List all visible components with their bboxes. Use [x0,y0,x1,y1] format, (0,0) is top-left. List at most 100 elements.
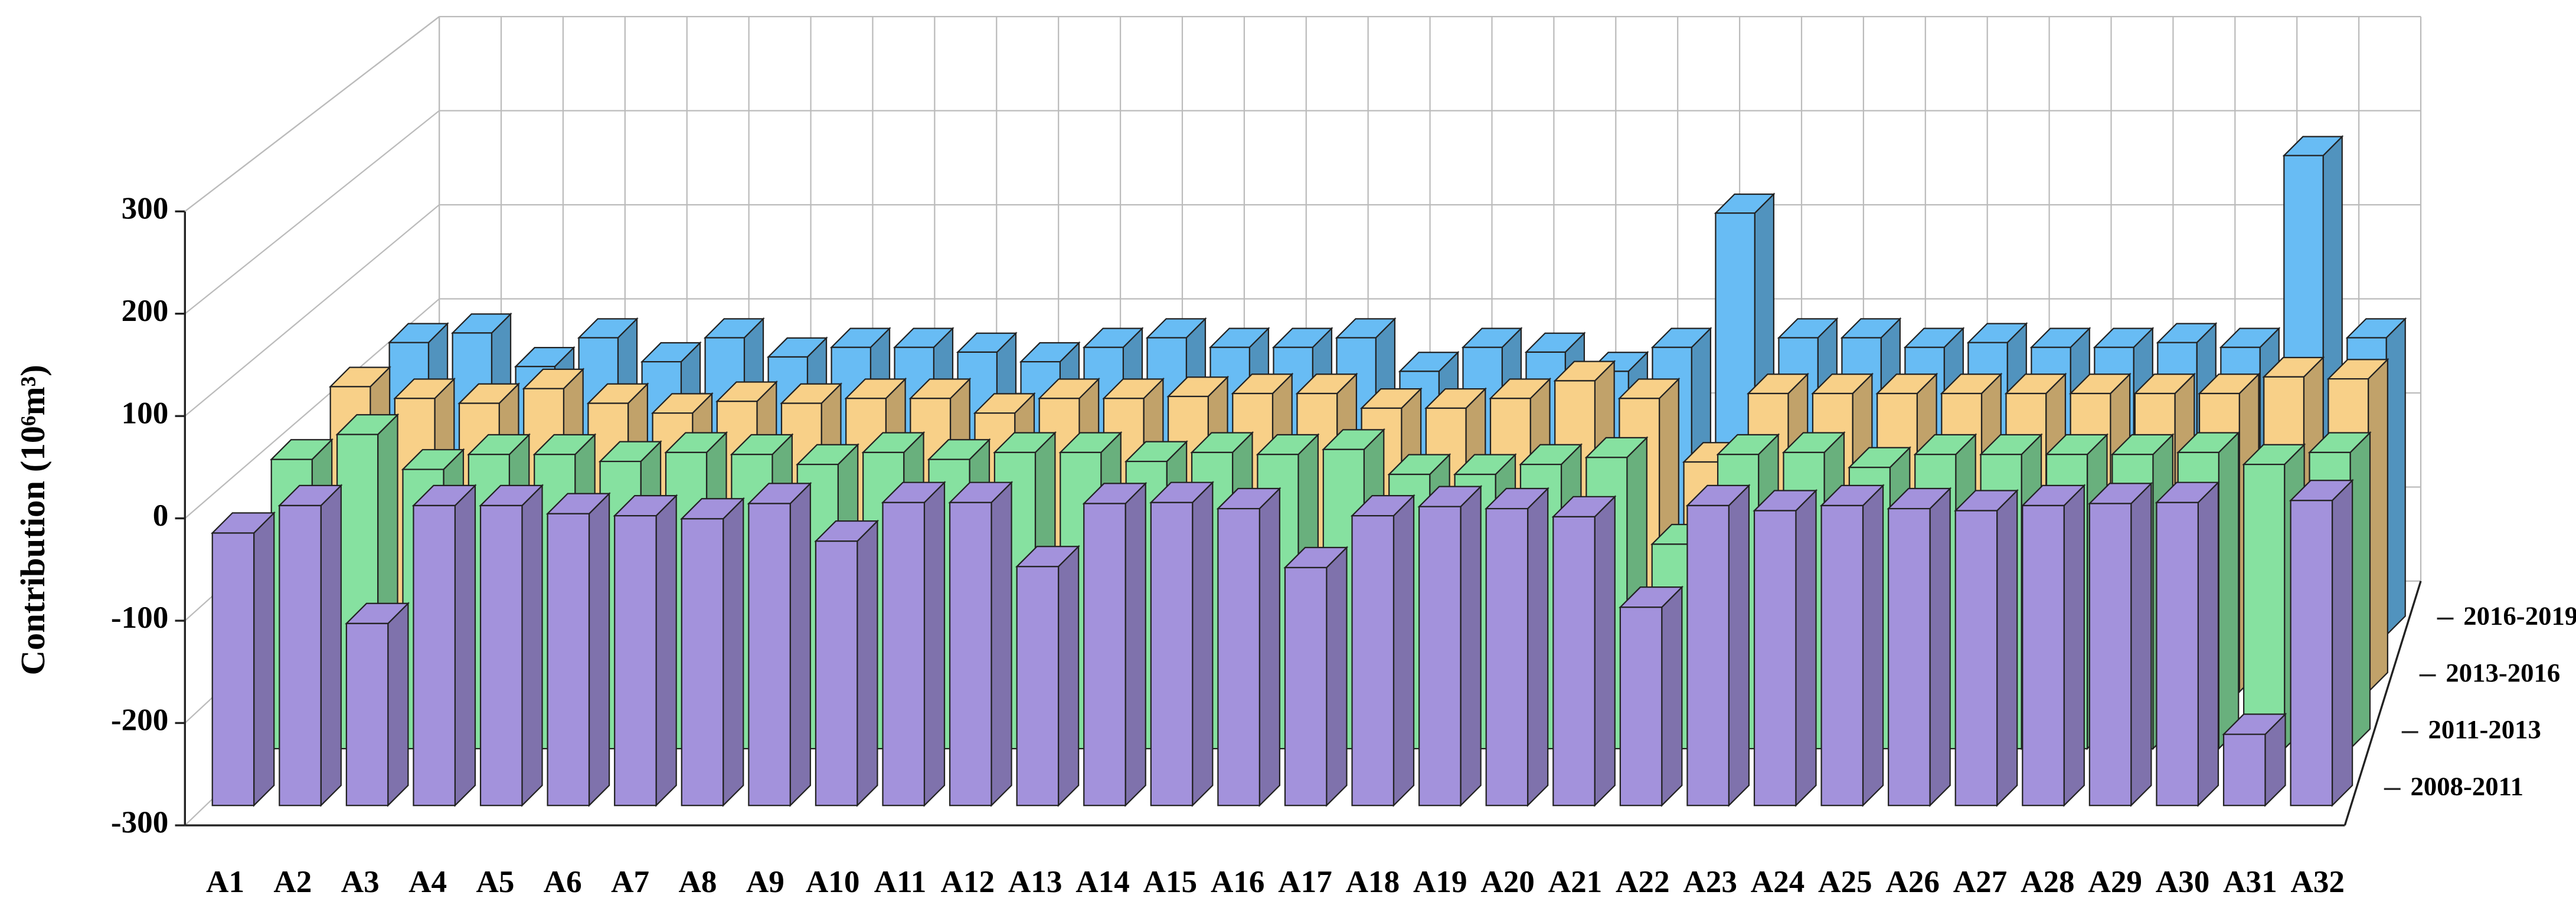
grid-line [184,204,440,417]
x-tick-label: A24 [1751,865,1805,899]
bar-side [789,481,811,807]
bar-side [1862,484,1884,807]
bar-front [211,532,255,807]
bar [1015,545,1080,807]
bar-front [2088,503,2132,807]
bar-side [2331,478,2353,807]
x-tick-label: A19 [1413,865,1467,899]
x-tick-label: A3 [341,865,380,899]
bar-side [655,494,677,807]
x-tick-label: A13 [1008,865,1063,899]
x-tick-label: A12 [941,865,995,899]
bar [2021,484,2086,807]
bar [1082,481,1148,807]
bar-front [1418,506,1462,807]
bar-front [1888,507,1931,807]
bar-front [1016,566,1060,807]
bar [2088,481,2153,807]
bar-side [1124,481,1146,807]
bar [2222,712,2287,807]
bar [1685,484,1751,807]
bar-front [413,504,456,807]
x-tick-label: A17 [1278,865,1332,899]
bar-side [1460,484,1482,807]
y-axis-label: Contribution (10⁶m³) [14,365,52,675]
bar-side [2130,481,2152,807]
bar-side [1326,546,1348,807]
bar-side [1594,495,1616,807]
x-tick-label: A27 [1953,865,2008,899]
bar-side [1996,489,2018,807]
bar-front [345,622,389,807]
legend-label: 2011-2013 [2428,714,2541,744]
bar-side [723,497,744,807]
bar-side [990,480,1012,807]
bar-front [547,513,590,807]
y-tick-label: -200 [111,703,168,737]
bar-side [2385,317,2406,637]
bar-front [2243,464,2286,750]
legend-label: 2016-2019 [2463,601,2576,631]
x-tick-label: A9 [746,865,784,899]
bar [479,484,544,807]
bar-side [2367,358,2388,694]
bar [948,480,1014,807]
bar [1484,487,1549,807]
bar-side [2218,431,2240,750]
bar [680,497,745,807]
bar [1551,495,1617,807]
x-tick-label: A15 [1143,865,1198,899]
x-tick-label: A7 [611,865,649,899]
bar-side [1057,545,1080,807]
bar [545,491,611,807]
x-tick-label: A2 [273,865,312,899]
x-tick-label: A11 [874,865,927,899]
bar-front [1083,503,1126,807]
bar-front [1485,507,1529,807]
bar-side [1258,487,1280,807]
x-tick-label: A16 [1211,865,1265,899]
bar [1350,494,1416,807]
x-tick-label: A29 [2088,865,2142,899]
bar-side [2197,480,2219,807]
bar-front [1351,515,1395,807]
y-tick-label: -100 [111,601,168,635]
legend-label: 2013-2016 [2446,658,2560,687]
bar [814,519,880,807]
x-tick-label: A28 [2021,865,2075,899]
grid-line [184,110,440,314]
bar-side [1526,487,1549,807]
bar-front [2290,500,2333,807]
bar-front [1686,504,1730,807]
x-tick-label: A14 [1075,865,1130,899]
x-tick-label: A21 [1548,865,1603,899]
bar-front [1954,510,1998,807]
bar [1619,585,1684,807]
wall-edge [184,16,440,212]
bar-side [521,484,543,807]
bar [1954,489,2019,807]
legend-label: 2008-2011 [2411,772,2523,801]
bar [1887,487,1952,807]
bar-front [1552,516,1596,807]
x-tick-label: A1 [206,865,244,899]
bar-side [253,511,275,807]
bar [747,481,812,807]
x-tick-label: A6 [544,865,582,899]
bar [1417,484,1483,807]
bar [1283,546,1349,807]
bar-side [320,484,342,807]
bar [211,511,276,807]
bar [613,494,678,807]
y-tick-label: 100 [122,396,169,430]
bar-front [614,515,657,807]
x-tick-label: A5 [476,865,514,899]
x-tick-label: A26 [1885,865,1940,899]
bar-side [1929,487,1951,807]
x-tick-label: A31 [2223,865,2277,899]
bar [881,480,946,807]
x-tick-label: A23 [1683,865,1737,899]
y-tick-label: -300 [111,805,168,840]
x-tick-label: A30 [2156,865,2210,899]
